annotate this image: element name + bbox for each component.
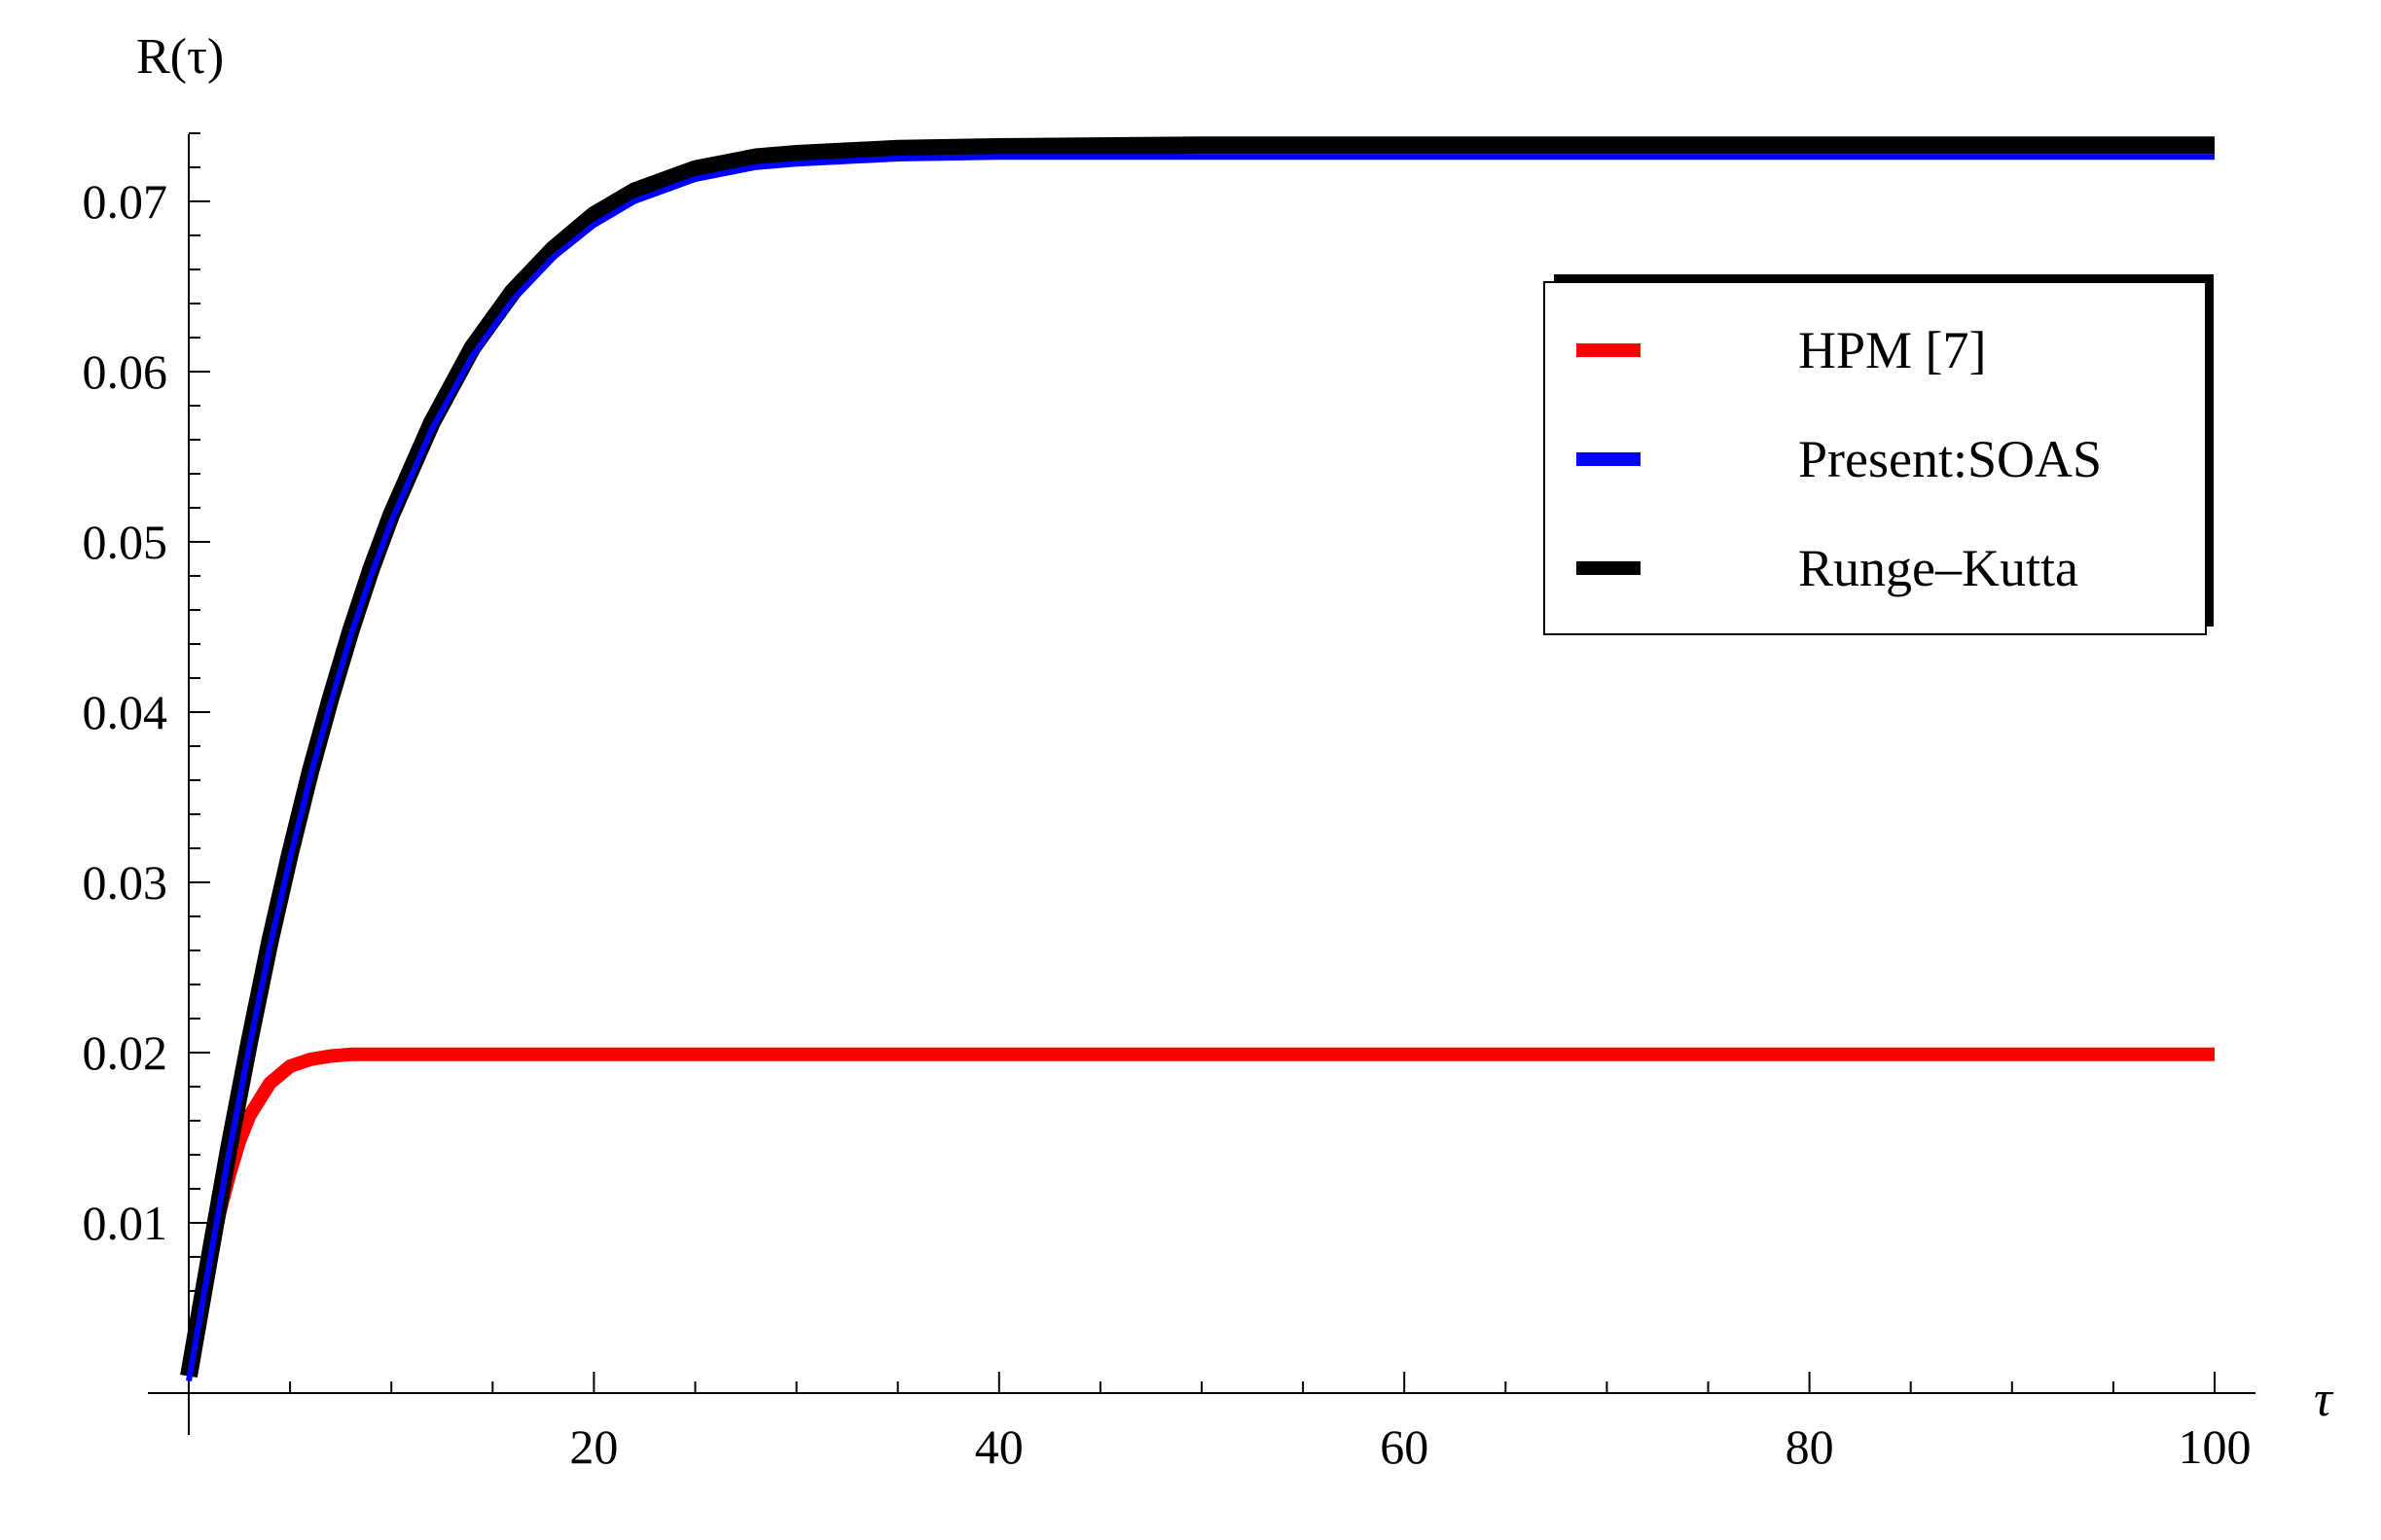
y-tick-label: 0.02 (83, 1025, 168, 1080)
legend-label: Present:SOAS (1798, 430, 2102, 488)
y-tick-label: 0.01 (83, 1196, 168, 1250)
x-tick-label: 40 (975, 1419, 1024, 1474)
legend-label: Runge–Kutta (1798, 539, 2078, 597)
y-axis-title: R(τ) (136, 29, 224, 85)
y-tick-label: 0.04 (83, 685, 168, 739)
x-tick-label: 20 (569, 1419, 618, 1474)
y-tick-label: 0.06 (83, 344, 168, 399)
x-tick-label: 60 (1380, 1419, 1428, 1474)
legend: HPM [7] Present:SOAS Runge–Kutta (1544, 274, 2214, 634)
y-tick-label: 0.03 (83, 855, 168, 910)
x-axis-title: τ (2314, 1372, 2334, 1427)
y-tick-label: 0.07 (83, 174, 168, 229)
y-tick-label: 0.05 (83, 515, 168, 569)
legend-label: HPM [7] (1798, 321, 1987, 379)
x-tick-label: 100 (2179, 1419, 2252, 1474)
series-line-1 (189, 1055, 2215, 1377)
x-tick-label: 80 (1786, 1419, 1834, 1474)
